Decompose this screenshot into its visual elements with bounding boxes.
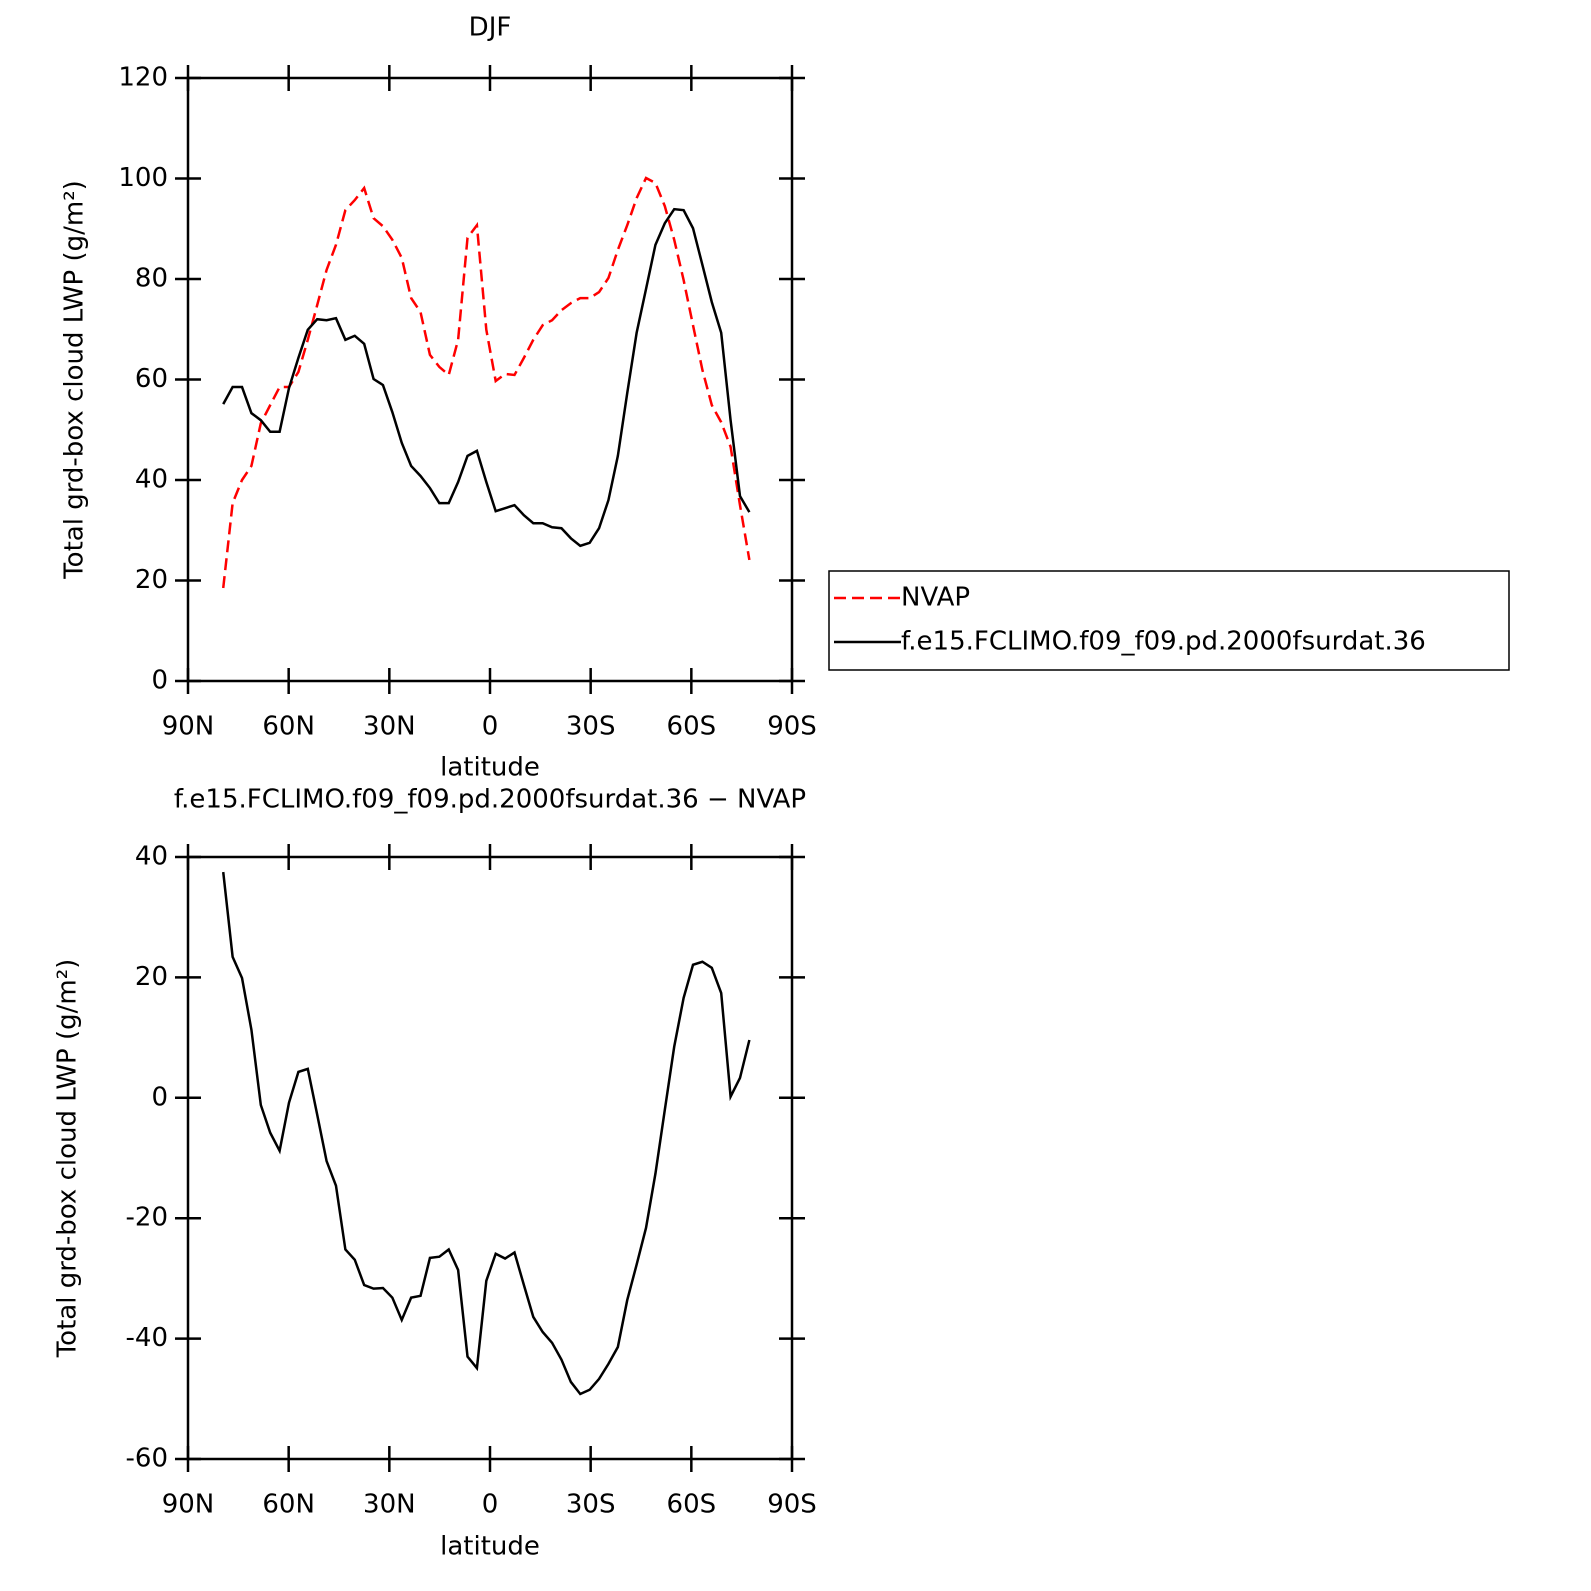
- x-tick-label: 60S: [667, 1490, 717, 1520]
- y-axis-label: Total grd-box cloud LWP (g/m²): [53, 959, 83, 1359]
- x-tick-label: 90N: [162, 712, 215, 742]
- y-tick-label: 20: [135, 962, 168, 992]
- plot-frame: [186, 855, 794, 1461]
- legend-label: NVAP: [901, 583, 970, 613]
- x-tick-label: 30S: [566, 712, 616, 742]
- y-tick-label: -40: [126, 1323, 168, 1353]
- x-tick-label: 60N: [262, 1490, 315, 1520]
- x-tick-label: 90N: [162, 1490, 215, 1520]
- x-tick-label: 0: [482, 712, 499, 742]
- chart-title: f.e15.FCLIMO.f09_f09.pd.2000fsurdat.36 −…: [174, 785, 806, 815]
- y-tick-label: 80: [135, 264, 168, 294]
- y-tick-label: 40: [135, 465, 168, 495]
- x-axis-label: latitude: [440, 753, 540, 783]
- legend-label: f.e15.FCLIMO.f09_f09.pd.2000fsurdat.36: [901, 627, 1426, 657]
- y-tick-label: -60: [126, 1444, 168, 1474]
- data-line: [221, 871, 751, 1396]
- y-axis-label: Total grd-box cloud LWP (g/m²): [60, 180, 90, 580]
- y-tick-label: 60: [135, 364, 168, 394]
- data-line: [222, 207, 751, 548]
- y-tick-label: 20: [135, 565, 168, 595]
- y-tick-label: 100: [118, 163, 168, 193]
- x-tick-label: 30N: [363, 712, 416, 742]
- y-tick-label: 0: [151, 1082, 168, 1112]
- y-tick-label: 120: [118, 63, 168, 93]
- x-tick-label: 90S: [767, 712, 817, 742]
- x-tick-label: 30N: [363, 1490, 416, 1520]
- x-tick-label: 0: [482, 1490, 499, 1520]
- x-tick-label: 60S: [667, 712, 717, 742]
- chart-title: DJF: [469, 13, 512, 43]
- x-tick-label: 90S: [767, 1490, 817, 1520]
- x-tick-label: 60N: [262, 712, 315, 742]
- y-tick-label: -20: [126, 1203, 168, 1233]
- plot-frame: [186, 76, 794, 683]
- y-tick-label: 0: [151, 666, 168, 696]
- x-tick-label: 30S: [566, 1490, 616, 1520]
- data-line: [221, 176, 751, 589]
- legend-box: [828, 570, 1510, 671]
- y-tick-label: 40: [135, 842, 168, 872]
- x-axis-label: latitude: [440, 1532, 540, 1562]
